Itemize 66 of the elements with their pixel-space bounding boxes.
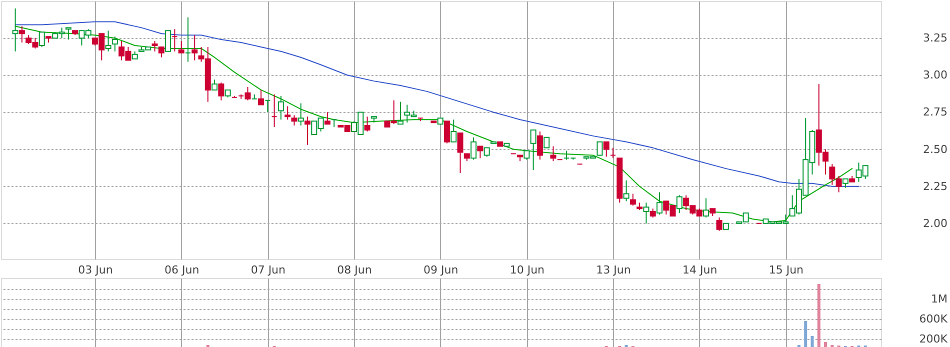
x-tick-label: 06 Jun [164,264,200,276]
candlestick [158,46,164,58]
candlestick [364,116,370,132]
candlestick [212,79,218,90]
candlestick [18,26,25,44]
x-tick-label: 09 Jun [423,264,458,276]
candlestick [457,132,464,174]
candlestick [603,141,610,158]
candlestick [643,202,650,224]
x-tick-label: 13 Jun [596,264,631,276]
candlestick [184,16,191,62]
candlestick [105,30,112,52]
line-series [14,26,853,222]
candlestick [630,193,636,206]
candlestick [112,36,118,52]
y-tick-label: 2.25 [923,180,948,193]
y-tick-label: 2.00 [923,216,948,230]
x-tick-label: 14 Jun [682,264,718,276]
y-tick-label: 2.50 [923,142,948,156]
candlestick [610,147,616,159]
candlestick [444,120,450,144]
candlestick [397,101,404,125]
x-tick-label: 07 Jun [250,264,286,276]
candlestick [65,27,72,40]
candlestick [676,194,682,214]
candlestick [656,192,662,216]
candlestick [291,114,298,126]
candlestick [623,180,630,202]
candlestick [218,82,224,101]
candlestick [258,89,264,106]
candlestick [298,102,304,126]
candlestick [536,130,543,160]
y-tick-label: 600K [919,312,948,326]
candlestick [172,28,178,52]
candlestick [12,8,18,52]
y-tick-label: 3.25 [923,32,948,45]
line-series [14,21,860,187]
y-tick-label: 3.00 [923,68,948,82]
candlestick [544,136,550,148]
x-tick-label: 03 Jun [78,264,113,276]
candlestick [550,146,556,162]
candlestick [324,112,330,125]
candlestick [192,34,198,61]
x-tick-label: 10 Jun [510,264,545,276]
candlestick [304,116,311,146]
candlestick [152,40,158,52]
x-tick-label: 15 Jun [768,264,804,276]
y-tick-label: 1M [931,292,948,306]
candlestick [165,30,172,52]
candlestick [178,40,184,54]
candlestick [596,141,603,156]
candlestick [716,216,722,232]
candlestick [284,106,291,120]
candlestick [702,198,709,218]
candlestick [271,94,278,128]
y-tick-label: 200K [919,332,948,346]
candlestick [530,130,536,171]
x-tick-label: 08 Jun [337,264,372,276]
candlestick [264,100,271,113]
y-tick-label: 2.75 [923,106,948,119]
candlestick [450,119,457,142]
candlestick [477,146,484,159]
candlestick [278,95,284,120]
candlestick [470,136,477,160]
candlestick [38,32,45,48]
candlestick [331,119,338,128]
